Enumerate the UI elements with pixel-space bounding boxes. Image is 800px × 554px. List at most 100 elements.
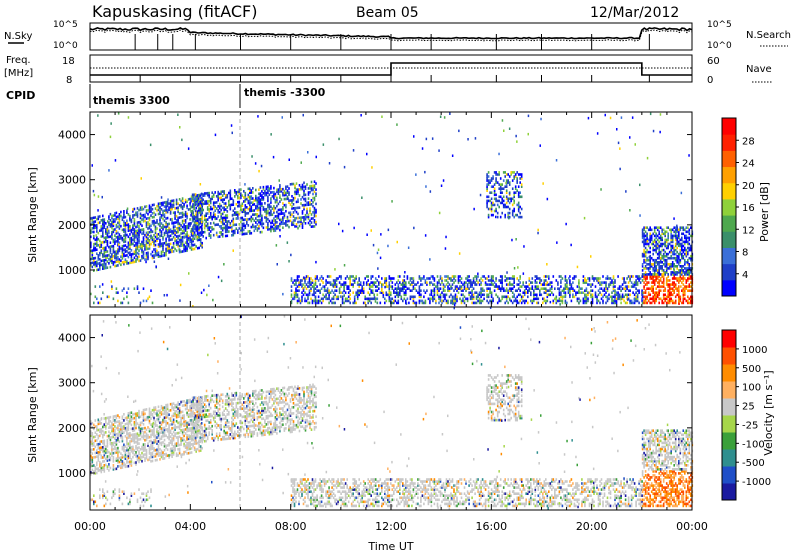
echo-cell — [252, 187, 254, 190]
echo-cell — [471, 291, 473, 294]
echo-cell — [178, 224, 181, 227]
echo-cell — [420, 295, 422, 299]
echo-cell — [501, 297, 503, 301]
echo-cell — [172, 211, 175, 215]
echo-cell — [530, 291, 532, 294]
echo-cell — [160, 232, 163, 235]
echo-cell — [191, 219, 194, 223]
echo-cell — [142, 252, 145, 256]
echo-cell — [91, 222, 94, 226]
echo-cell — [279, 228, 281, 232]
echo-cell — [102, 433, 104, 437]
echo-cell — [433, 289, 436, 292]
echo-cell — [243, 210, 245, 213]
echo-cell — [587, 116, 590, 120]
echo-cell — [606, 299, 609, 303]
echo-cell — [548, 275, 550, 278]
echo-cell — [424, 301, 427, 305]
echo-cell — [162, 209, 164, 213]
echo-cell — [221, 218, 224, 222]
echo-cell — [180, 236, 182, 239]
echo-cell — [220, 214, 222, 218]
echo-cell — [469, 281, 472, 284]
echo-cell — [193, 231, 196, 234]
echo-cell — [671, 277, 674, 280]
echo-cell — [353, 279, 356, 282]
echo-cell — [310, 188, 313, 192]
echo-cell — [456, 299, 458, 303]
echo-cell — [310, 186, 313, 190]
echo-cell — [370, 275, 372, 278]
echo-cell — [308, 281, 311, 284]
echo-cell — [516, 189, 518, 192]
echo-cell — [420, 283, 422, 286]
echo-cell — [393, 299, 395, 303]
echo-cell — [135, 246, 137, 249]
echo-cell — [451, 275, 454, 278]
echo-cell — [649, 228, 651, 232]
echo-cell — [316, 299, 318, 303]
echo-cell — [154, 231, 157, 235]
echo-cell — [421, 283, 424, 286]
echo-cell — [674, 299, 677, 303]
echo-cell — [123, 240, 125, 244]
colorbar-swatch — [722, 182, 736, 200]
echo-cell — [338, 291, 341, 294]
echo-cell — [349, 301, 351, 305]
echo-cell — [620, 301, 622, 305]
echo-cell — [273, 207, 275, 210]
echo-cell — [201, 215, 203, 219]
echo-cell — [367, 275, 369, 278]
echo-cell — [632, 301, 634, 305]
echo-cell — [291, 195, 293, 198]
echo-cell — [106, 455, 109, 458]
echo-cell — [105, 240, 107, 243]
echo-cell — [673, 269, 675, 272]
echo-cell — [123, 222, 125, 225]
echo-cell — [599, 291, 601, 294]
echo-cell — [387, 285, 389, 288]
echo-cell — [511, 197, 514, 201]
echo-cell — [153, 242, 155, 245]
echo-cell — [124, 260, 127, 264]
echo-cell — [658, 230, 660, 234]
echo-cell — [501, 197, 503, 201]
echo-cell — [115, 414, 118, 418]
echo-cell — [292, 198, 295, 202]
echo-cell — [280, 208, 283, 211]
echo-cell — [655, 242, 657, 246]
echo-cell — [277, 214, 280, 218]
echo-cell — [624, 285, 627, 288]
echo-cell — [94, 467, 97, 471]
echo-cell — [489, 279, 491, 282]
echo-cell — [648, 255, 651, 259]
echo-cell — [270, 213, 272, 217]
echo-cell — [564, 287, 567, 290]
echo-cell — [169, 248, 172, 252]
echo-cell — [181, 201, 184, 204]
echo-cell — [617, 291, 619, 294]
echo-cell — [331, 283, 333, 286]
echo-cell — [231, 131, 233, 135]
echo-cell — [517, 279, 520, 282]
echo-cell — [171, 230, 173, 233]
echo-cell — [129, 243, 131, 246]
echo-cell — [646, 238, 648, 242]
echo-cell — [451, 279, 454, 282]
echo-cell — [670, 238, 672, 242]
echo-cell — [166, 216, 169, 220]
echo-cell — [150, 242, 152, 246]
echo-cell — [120, 255, 122, 258]
echo-cell — [487, 181, 490, 184]
echo-cell — [502, 203, 505, 207]
echo-cell — [144, 205, 146, 209]
echo-cell — [674, 258, 677, 262]
echo-cell — [358, 279, 360, 282]
echo-cell — [196, 225, 198, 229]
echo-cell — [460, 293, 463, 297]
echo-cell — [635, 279, 637, 282]
echo-cell — [559, 303, 561, 306]
echo-cell — [558, 289, 561, 292]
echo-cell — [244, 196, 247, 199]
echo-cell — [543, 291, 546, 294]
